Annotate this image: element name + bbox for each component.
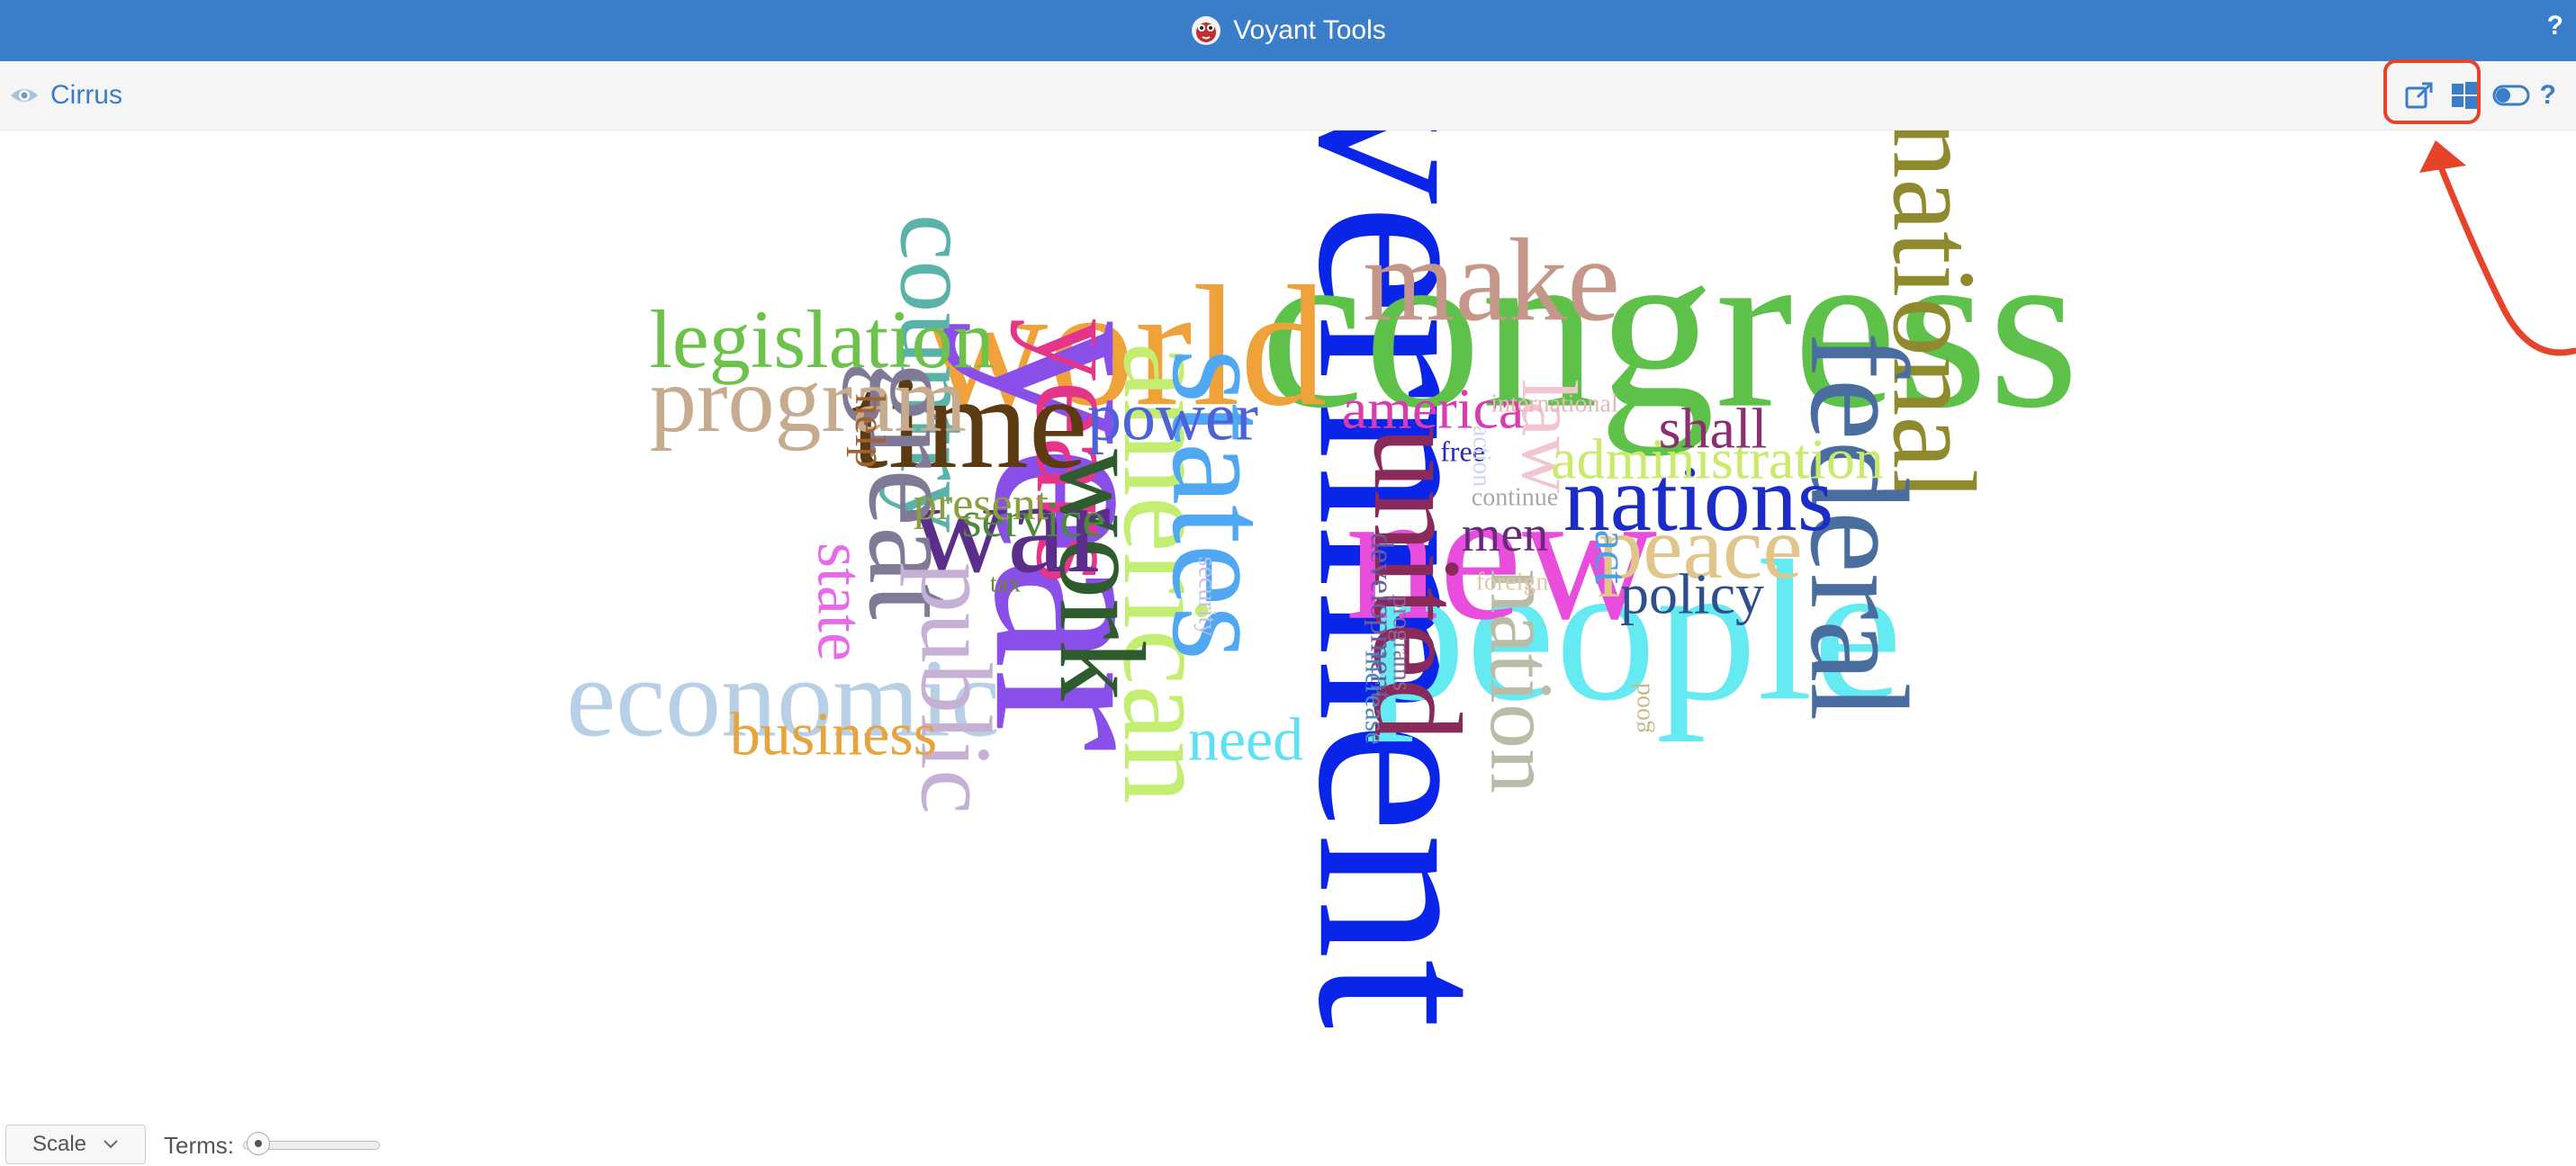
- cloud-word-years[interactable]: years: [1010, 318, 1149, 583]
- chevron-down-icon: [104, 1140, 118, 1149]
- cloud-word-legislation[interactable]: legislation: [649, 293, 994, 385]
- cloud-word-american[interactable]: american: [1097, 343, 1237, 804]
- cloud-word-year[interactable]: year: [942, 318, 1222, 752]
- cloud-word-america[interactable]: america: [1342, 377, 1525, 441]
- cloud-word-make[interactable]: make: [1363, 213, 1620, 345]
- options-toggle-button[interactable]: [2491, 77, 2531, 113]
- export-icon: [2405, 82, 2433, 109]
- export-button[interactable]: [2401, 77, 2437, 113]
- cloud-word-nation[interactable]: nation: [1472, 569, 1572, 794]
- eye-icon[interactable]: [9, 85, 40, 105]
- cloud-word-need[interactable]: need: [1188, 705, 1303, 774]
- cloud-word-continue[interactable]: continue: [1472, 483, 1558, 511]
- cloud-word-business[interactable]: business: [730, 700, 937, 768]
- app-title: Voyant Tools: [1233, 15, 1386, 45]
- cloud-word-act[interactable]: act: [1585, 530, 1636, 585]
- help-icon[interactable]: ?: [2539, 80, 2556, 110]
- toggle-icon: [2492, 85, 2530, 106]
- cloud-word-men[interactable]: men: [1462, 507, 1548, 562]
- cloud-word-power[interactable]: power: [1087, 379, 1258, 454]
- cloud-word-nations[interactable]: nations: [1563, 447, 1833, 551]
- voyant-logo-icon: [1192, 16, 1221, 45]
- cloud-word-great[interactable]: great: [842, 361, 985, 620]
- cloud-word-public[interactable]: public: [899, 562, 1011, 814]
- scale-dropdown[interactable]: Scale: [5, 1125, 146, 1164]
- annotation-highlight-box: [2383, 59, 2481, 124]
- panel-toolbar: ?: [2401, 77, 2556, 113]
- cloud-word-development[interactable]: development: [1365, 533, 1401, 700]
- app-header: Voyant Tools ?: [0, 0, 2576, 61]
- cloud-word-congress[interactable]: congress: [1260, 198, 2079, 457]
- cloud-word-people[interactable]: people: [1365, 519, 1902, 742]
- terms-slider-thumb[interactable]: [247, 1132, 270, 1155]
- cloud-word-world[interactable]: world: [923, 250, 1327, 442]
- app-help-icon[interactable]: ?: [2546, 11, 2563, 40]
- panel-header: Cirrus ?: [0, 61, 2576, 130]
- cloud-word-tax[interactable]: tax: [990, 570, 1021, 597]
- cloud-word-government[interactable]: government: [1266, 130, 1546, 1030]
- terms-slider-track[interactable]: [243, 1141, 380, 1150]
- cloud-word-action[interactable]: action: [1468, 426, 1496, 487]
- annotation-arrow: [2419, 140, 2576, 356]
- cloud-word-work[interactable]: work: [1034, 449, 1169, 701]
- switch-tool-button[interactable]: [2446, 77, 2482, 113]
- cloud-word-new[interactable]: new: [1346, 452, 1658, 659]
- cloud-word-security[interactable]: security: [1193, 557, 1221, 637]
- cloud-word-present[interactable]: present: [914, 479, 1049, 530]
- cloud-word-peace[interactable]: peace: [1598, 498, 1803, 597]
- cloud-word-states[interactable]: states: [1143, 349, 1299, 661]
- panel-title-group: Cirrus: [9, 61, 122, 130]
- scale-label: Scale: [32, 1132, 87, 1156]
- terms-slider[interactable]: [243, 1132, 382, 1157]
- cloud-word-international[interactable]: international: [1491, 390, 1618, 417]
- cloud-word-free[interactable]: free: [1440, 435, 1485, 467]
- cloud-word-law[interactable]: law: [1505, 379, 1592, 494]
- cloud-word-state[interactable]: state: [804, 543, 876, 661]
- panel-title: Cirrus: [50, 80, 122, 110]
- cloud-word-united[interactable]: united: [1347, 426, 1487, 741]
- cloud-word-increase[interactable]: increase: [1360, 650, 1392, 745]
- terms-label: Terms:: [164, 1132, 234, 1159]
- cloud-word-policy[interactable]: policy: [1620, 562, 1764, 626]
- cloud-word-service[interactable]: service: [962, 492, 1105, 548]
- cloud-word-economic[interactable]: economic: [566, 636, 1000, 759]
- cloud-word-help[interactable]: help: [846, 394, 894, 469]
- cloud-word-shall[interactable]: shall: [1659, 397, 1768, 461]
- cloud-word-good[interactable]: good: [1627, 683, 1655, 733]
- app-title-group[interactable]: Voyant Tools: [0, 0, 2576, 61]
- cloud-word-federal[interactable]: federal: [1781, 332, 1937, 722]
- cloud-word-country[interactable]: country: [878, 214, 993, 533]
- cloud-word-administration[interactable]: administration: [1551, 427, 1884, 491]
- cloud-word-national[interactable]: national: [1869, 130, 2001, 502]
- cloud-word-programs[interactable]: programs: [1388, 596, 1416, 691]
- cloud-word-program[interactable]: program: [650, 348, 967, 452]
- cloud-word-foreign[interactable]: foreign: [1476, 568, 1549, 596]
- cloud-word-war[interactable]: war: [911, 453, 1111, 601]
- windows-icon: [2451, 82, 2478, 109]
- panel-footer: Scale Terms:: [0, 1121, 2576, 1166]
- cloud-word-time[interactable]: time: [851, 349, 1087, 497]
